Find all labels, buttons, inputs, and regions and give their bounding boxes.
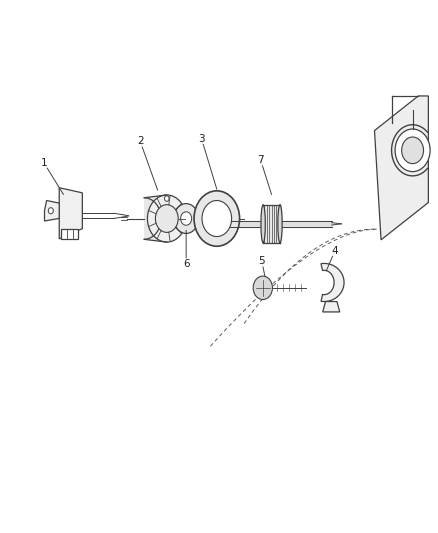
Polygon shape — [45, 200, 59, 221]
Circle shape — [148, 195, 186, 242]
Text: 6: 6 — [183, 259, 190, 269]
Text: 1: 1 — [40, 158, 47, 167]
Polygon shape — [186, 213, 222, 224]
Polygon shape — [263, 205, 280, 243]
Circle shape — [180, 212, 192, 225]
Text: 4: 4 — [332, 246, 339, 255]
Circle shape — [395, 129, 430, 172]
Polygon shape — [219, 221, 263, 227]
Text: 5: 5 — [258, 256, 265, 266]
Polygon shape — [374, 96, 428, 240]
Circle shape — [165, 196, 169, 201]
Circle shape — [402, 137, 424, 164]
Circle shape — [155, 205, 178, 232]
Polygon shape — [61, 229, 78, 239]
Text: 2: 2 — [137, 136, 144, 146]
Ellipse shape — [278, 205, 282, 243]
Circle shape — [253, 276, 272, 300]
Ellipse shape — [261, 205, 265, 243]
Polygon shape — [323, 302, 340, 312]
Circle shape — [174, 204, 198, 233]
Polygon shape — [59, 188, 82, 239]
Polygon shape — [144, 195, 167, 242]
Circle shape — [48, 208, 53, 214]
Text: 7: 7 — [257, 155, 264, 165]
Circle shape — [194, 191, 240, 246]
Polygon shape — [321, 263, 344, 302]
Circle shape — [202, 200, 232, 237]
Polygon shape — [280, 221, 332, 227]
Text: 3: 3 — [198, 134, 205, 143]
